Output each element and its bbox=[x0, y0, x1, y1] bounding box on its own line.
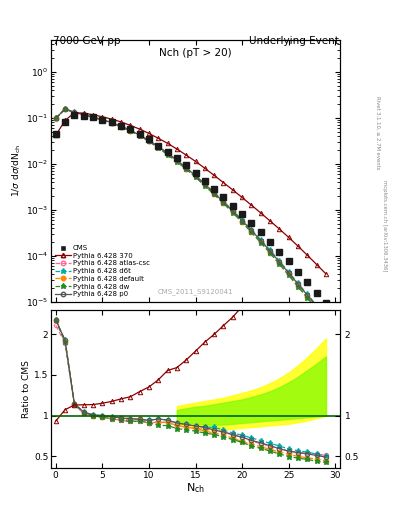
Text: mcplots.cern.ch [arXiv:1306.3436]: mcplots.cern.ch [arXiv:1306.3436] bbox=[382, 180, 387, 271]
Text: Rivet 3.1.10, ≥ 2.7M events: Rivet 3.1.10, ≥ 2.7M events bbox=[375, 96, 380, 170]
X-axis label: N$_{\rm ch}$: N$_{\rm ch}$ bbox=[186, 482, 205, 496]
Text: 7000 GeV pp: 7000 GeV pp bbox=[53, 36, 121, 46]
Text: Nch (pT > 20): Nch (pT > 20) bbox=[159, 48, 232, 58]
Text: Underlying Event: Underlying Event bbox=[249, 36, 339, 46]
Y-axis label: Ratio to CMS: Ratio to CMS bbox=[22, 360, 31, 418]
Legend: CMS, Pythia 6.428 370, Pythia 6.428 atlas-csc, Pythia 6.428 d6t, Pythia 6.428 de: CMS, Pythia 6.428 370, Pythia 6.428 atla… bbox=[54, 244, 151, 299]
Text: CMS_2011_S9120041: CMS_2011_S9120041 bbox=[158, 288, 233, 295]
Y-axis label: 1/$\sigma$ d$\sigma$/dN$_{\rm ch}$: 1/$\sigma$ d$\sigma$/dN$_{\rm ch}$ bbox=[11, 144, 23, 198]
